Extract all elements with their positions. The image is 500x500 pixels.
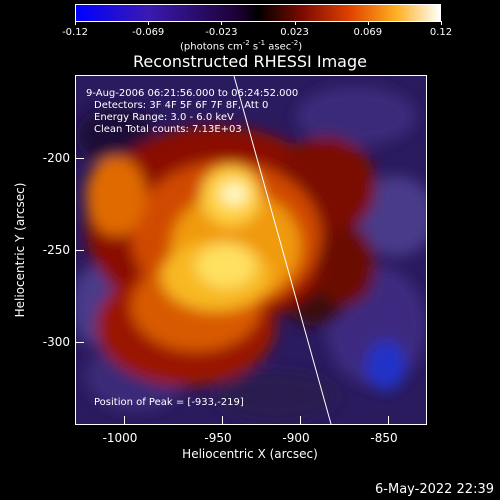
peak-position-text: Position of Peak = [-933,-219] — [94, 397, 244, 408]
colorbar-tick-label: -0.023 — [205, 27, 238, 38]
detectors-text: Detectors: 3F 4F 5F 6F 7F 8F, Att 0 — [94, 100, 269, 111]
x-tick-label: -1000 — [102, 431, 138, 445]
y-tick-mark — [76, 158, 84, 159]
colorbar-tick-label: -0.12 — [62, 27, 88, 38]
emission-region — [76, 86, 426, 421]
x-axis-label: Heliocentric X (arcsec) — [182, 447, 318, 461]
colorbar-units: (photons cm-2 s-1 asec-2) — [180, 39, 303, 53]
x-tick-mark — [388, 416, 389, 424]
algorithm-counts-text: Clean Total counts: 7.13E+03 — [94, 124, 242, 135]
time-range-text: 9-Aug-2006 06:21:56.000 to 06:24:52.000 — [86, 88, 299, 99]
timestamp-footer: 6-May-2022 22:39 — [375, 482, 494, 497]
image-plot: 9-Aug-2006 06:21:56.000 to 06:24:52.000 … — [75, 75, 427, 425]
plot-title: Reconstructed RHESSI Image — [133, 52, 367, 71]
heatmap — [76, 76, 426, 424]
x-tick-mark — [124, 416, 125, 424]
colorbar-tick-mark — [221, 21, 223, 25]
colorbar-tick-mark — [75, 21, 76, 25]
colorbar-tick-label: 0.023 — [280, 27, 309, 38]
x-tick-label: -950 — [204, 431, 232, 445]
colorbar — [75, 4, 441, 22]
y-tick-mark — [76, 342, 84, 343]
colorbar-tick-mark — [441, 21, 442, 25]
colorbar-tick-mark — [294, 21, 296, 25]
y-tick-label: -300 — [42, 335, 70, 349]
x-tick-label: -900 — [282, 431, 310, 445]
colorbar-tick-label: 0.12 — [429, 27, 453, 38]
x-tick-mark — [222, 416, 223, 424]
colorbar-tick-mark — [367, 21, 369, 25]
colorbar-tick-mark — [148, 21, 150, 25]
colorbar-tick-label: 0.069 — [353, 27, 383, 38]
y-tick-mark — [76, 250, 84, 251]
y-axis-label: Heliocentric Y (arcsec) — [13, 182, 27, 318]
y-tick-label: -200 — [42, 151, 70, 165]
y-tick-label: -250 — [42, 243, 70, 257]
energy-range-text: Energy Range: 3.0 - 6.0 keV — [94, 112, 234, 123]
x-tick-mark — [300, 416, 301, 424]
x-tick-label: -850 — [370, 431, 398, 445]
colorbar-tick-label: -0.069 — [132, 27, 165, 38]
solar-limb-line — [233, 76, 332, 424]
